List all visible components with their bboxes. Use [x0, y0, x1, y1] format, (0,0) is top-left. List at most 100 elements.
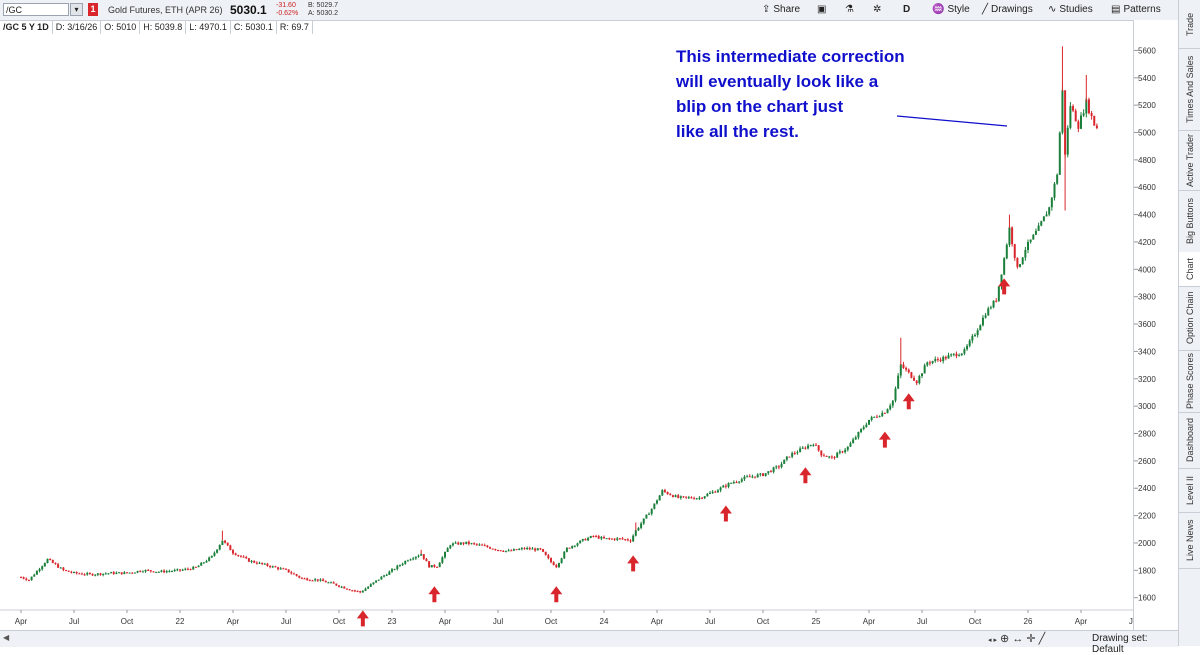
candle-body — [815, 444, 817, 446]
chart-settings-button[interactable]: ▣ — [817, 2, 829, 18]
flask-button[interactable]: ⚗ — [845, 2, 857, 18]
sidebar-tab-big-buttons[interactable]: Big Buttons — [1179, 190, 1200, 253]
sidebar-tab-option-chain[interactable]: Option Chain — [1179, 286, 1200, 351]
candle-body — [968, 340, 971, 346]
candle-body — [1005, 244, 1008, 259]
candle-body — [769, 471, 772, 473]
candle-body — [1024, 250, 1027, 258]
support-arrow — [799, 467, 812, 484]
candle-body — [748, 476, 751, 478]
candle-body — [398, 565, 401, 567]
sidebar-tab-chart[interactable]: Chart — [1179, 252, 1200, 287]
candle-body — [939, 359, 942, 362]
candle-body — [27, 579, 30, 581]
candle-body — [817, 445, 820, 451]
candle-body — [687, 497, 690, 499]
candle-body — [353, 590, 356, 592]
candle-body — [547, 555, 550, 559]
candle-body — [383, 575, 386, 577]
candle-body — [1082, 113, 1085, 116]
gear-button[interactable]: ✲ — [873, 2, 884, 18]
candle-body — [1058, 132, 1061, 175]
aggregation-button[interactable]: D — [903, 4, 911, 15]
candle-body — [136, 570, 139, 573]
candle-body — [70, 571, 73, 573]
scroll-arrows-icon[interactable]: ◂ ▸ — [988, 637, 997, 644]
drawing-tool-icon[interactable]: ╱ — [1038, 633, 1046, 645]
style-button[interactable]: ♒ Style — [932, 2, 970, 18]
candle-body — [290, 572, 293, 574]
candle-body — [626, 539, 629, 541]
candle-body — [287, 569, 290, 573]
symbol-dropdown-icon[interactable]: ▾ — [70, 3, 83, 16]
candle-body — [573, 545, 576, 547]
candle-body — [992, 300, 995, 308]
candle-body — [507, 550, 510, 552]
pencil-icon: ╱ — [982, 4, 989, 15]
arrow-shape — [550, 586, 563, 603]
price-axis[interactable]: 1600 1800 2000 2200 2400 2600 2800 3000 3200 3400… — [1133, 20, 1179, 630]
candle-body — [88, 573, 91, 575]
link-group-badge[interactable]: 1 — [88, 3, 98, 16]
candle-body — [245, 557, 248, 559]
patterns-button[interactable]: ▤ Patterns — [1111, 2, 1161, 18]
y-tick-label: 1800 — [1138, 566, 1156, 575]
candle-body — [825, 455, 828, 457]
candle-body — [1045, 214, 1048, 217]
annotation-line: blip on the chart just — [676, 97, 844, 116]
scroll-left-icon[interactable]: ◀ — [3, 633, 10, 642]
sidebar-tab-live-news[interactable]: Live News — [1179, 512, 1200, 569]
candle-body — [75, 571, 78, 574]
candle-body — [1064, 90, 1067, 155]
candle-body — [332, 582, 335, 584]
candle-body — [104, 573, 107, 575]
candle-body — [581, 538, 584, 541]
candle-body — [822, 455, 825, 457]
candle-body — [1056, 174, 1059, 184]
drawing-set-label[interactable]: Drawing set: Default — [1092, 633, 1148, 655]
candle-body — [430, 565, 433, 568]
y-tick-label: 4600 — [1138, 183, 1156, 192]
candle-body — [632, 535, 635, 542]
candle-body — [526, 548, 529, 550]
candle-body — [1066, 127, 1069, 155]
sidebar-tab-dashboard[interactable]: Dashboard — [1179, 412, 1200, 469]
candle-body — [486, 545, 489, 548]
candle-body — [107, 573, 110, 575]
candle-body — [711, 491, 714, 493]
candle-body — [905, 367, 908, 370]
sidebar-tab-active-trader[interactable]: Active Trader — [1179, 130, 1200, 191]
sidebar-tab-level-ii[interactable]: Level II — [1179, 468, 1200, 513]
candle-body — [1016, 257, 1019, 267]
drawings-button[interactable]: ╱ Drawings — [982, 2, 1033, 18]
studies-button[interactable]: ∿ Studies — [1048, 2, 1093, 18]
candle-body — [176, 569, 179, 571]
candle-body — [950, 354, 953, 356]
share-button[interactable]: ⇪ Share — [762, 2, 800, 18]
pan-icon[interactable]: ↔ — [1012, 633, 1024, 645]
candle-body — [80, 573, 83, 575]
symbol-input[interactable]: /GC — [3, 3, 69, 16]
candle-body — [25, 578, 28, 580]
candle-body — [467, 541, 470, 544]
candle-body — [263, 563, 266, 565]
candle-body — [96, 573, 99, 575]
candle-body — [754, 476, 757, 478]
candle-body — [997, 286, 1000, 302]
y-tick-label: 4800 — [1138, 156, 1156, 165]
price-chart[interactable]: Apr Jul Oct 22 Apr Jul Oct 23 Apr Jul Oct 24 Apr Jul O… — [0, 34, 1133, 630]
sidebar-tab-trade[interactable]: Trade — [1179, 0, 1200, 49]
sidebar-tab-phase-scores[interactable]: Phase Scores — [1179, 350, 1200, 413]
candle-body — [300, 577, 303, 579]
candle-body — [1011, 227, 1014, 245]
candle-body — [491, 548, 494, 550]
candle-body — [102, 573, 105, 575]
bar-close: C: 5030.1 — [231, 21, 277, 34]
crosshair-icon[interactable]: ✛ — [1026, 633, 1036, 645]
candle-body — [528, 548, 531, 550]
candle-body — [634, 530, 637, 536]
y-tick-label: 3400 — [1138, 347, 1156, 356]
sidebar-tab-times-and-sales[interactable]: Times And Sales — [1179, 48, 1200, 131]
zoom-icon[interactable]: ⊕ — [1000, 633, 1010, 645]
candle-body — [1087, 99, 1090, 114]
